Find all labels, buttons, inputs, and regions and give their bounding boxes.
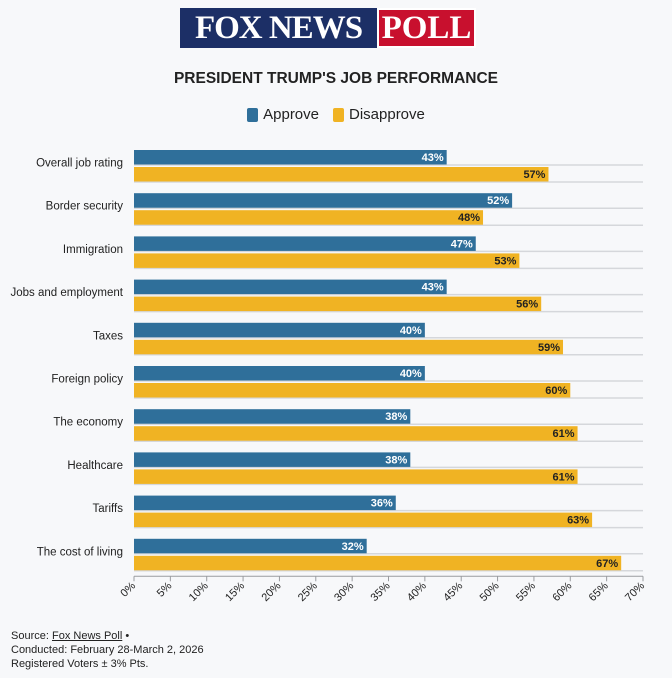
bar-approve	[134, 495, 396, 511]
category-label: The cost of living	[37, 546, 123, 558]
bar-approve	[134, 193, 513, 208]
x-tick-label: 65%	[587, 580, 611, 604]
x-tick-label: 25%	[296, 580, 320, 604]
bar-approve	[134, 236, 476, 251]
legend-item-approve[interactable]: Approve	[247, 106, 319, 123]
conducted-dates: Conducted: February 28-March 2, 2026	[11, 644, 204, 656]
data-label-disapprove: 53%	[494, 255, 516, 267]
data-label-disapprove: 61%	[553, 471, 575, 483]
data-label-disapprove: 56%	[516, 299, 538, 311]
data-label-approve: 40%	[400, 325, 422, 337]
x-tick-label: 60%	[550, 580, 574, 604]
bar-disapprove	[134, 555, 622, 571]
data-label-disapprove: 67%	[596, 558, 618, 570]
fox-news-poll-logo: FOX NEWS POLL	[180, 8, 476, 48]
bar-disapprove	[134, 339, 564, 355]
data-label-approve: 52%	[487, 195, 509, 207]
bar-approve	[134, 322, 425, 338]
source-label: Source:	[11, 630, 49, 642]
data-label-disapprove: 60%	[545, 385, 567, 397]
bar-disapprove	[134, 253, 520, 268]
bar-approve	[134, 279, 447, 295]
bar-disapprove	[134, 210, 484, 225]
logo-fox-news: FOX NEWS	[180, 8, 377, 48]
source-note: Source: Fox News Poll • Conducted: Febru…	[11, 629, 204, 671]
category-label: Healthcare	[67, 460, 123, 472]
legend-item-disapprove[interactable]: Disapprove	[333, 106, 425, 123]
data-label-approve: 38%	[385, 454, 407, 466]
x-tick-label: 5%	[155, 580, 175, 600]
bar-chart: Overall job rating 43% 57% Border security 5…	[10, 150, 647, 604]
bar-disapprove	[134, 512, 593, 528]
source-link[interactable]: Fox News Poll	[51, 630, 123, 642]
bar-disapprove	[134, 296, 542, 312]
legend-label-approve: Approve	[263, 106, 319, 123]
bar-disapprove	[134, 469, 578, 484]
data-label-approve: 36%	[371, 498, 393, 510]
category-label: Jobs and employment	[10, 287, 123, 299]
category-label: Immigration	[63, 244, 123, 256]
bar-approve	[134, 538, 367, 554]
bar-disapprove	[134, 383, 571, 398]
x-tick-label: 30%	[332, 580, 356, 604]
chart-title: PRESIDENT TRUMP'S JOB PERFORMANCE	[173, 70, 499, 87]
x-tick-label: 55%	[514, 580, 538, 604]
bar-disapprove	[134, 426, 578, 441]
chart-legend: Approve Disapprove	[0, 106, 672, 123]
sample-info: Registered Voters ± 3% Pts.	[11, 658, 149, 670]
x-tick-label: 15%	[223, 580, 247, 604]
legend-swatch-approve	[247, 107, 259, 122]
x-tick-label: 35%	[369, 580, 393, 604]
data-label-approve: 40%	[400, 368, 422, 380]
category-label: Foreign policy	[51, 374, 123, 386]
bar-approve	[134, 150, 447, 165]
legend-swatch-disapprove	[333, 107, 344, 122]
logo-poll: POLL	[377, 8, 476, 48]
x-tick-label: 50%	[478, 580, 502, 604]
x-tick-label: 20%	[259, 580, 283, 604]
data-label-disapprove: 59%	[538, 342, 560, 354]
bar-approve	[134, 409, 411, 424]
data-label-disapprove: 48%	[458, 212, 480, 224]
category-label: Border security	[46, 201, 124, 213]
category-label: The economy	[53, 417, 123, 429]
x-tick-label: 0%	[118, 580, 138, 600]
bar-disapprove	[134, 167, 549, 182]
data-label-approve: 43%	[422, 282, 444, 294]
x-tick-label: 40%	[405, 580, 429, 604]
category-label: Overall job rating	[36, 158, 123, 170]
data-label-approve: 38%	[385, 411, 407, 423]
x-tick-label: 45%	[441, 580, 465, 604]
source-bullet: •	[125, 630, 130, 642]
data-label-approve: 32%	[342, 541, 364, 553]
legend-label-disapprove: Disapprove	[349, 106, 425, 123]
data-label-disapprove: 63%	[567, 515, 589, 527]
data-label-approve: 43%	[422, 152, 444, 164]
x-tick-label: 70%	[623, 580, 647, 604]
data-label-disapprove: 61%	[553, 428, 575, 440]
data-label-approve: 47%	[451, 238, 473, 250]
category-label: Taxes	[93, 330, 123, 342]
x-tick-label: 10%	[187, 580, 211, 604]
category-label: Tariffs	[93, 503, 124, 515]
bar-approve	[134, 452, 411, 467]
bar-approve	[134, 366, 425, 381]
data-label-disapprove: 57%	[523, 169, 545, 181]
